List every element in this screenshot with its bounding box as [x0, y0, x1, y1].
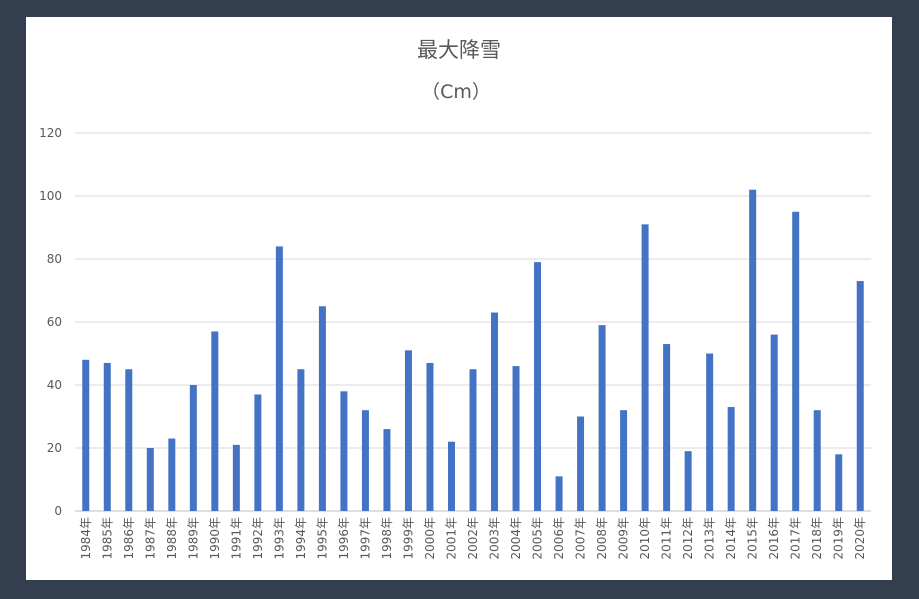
x-tick-label: 2005年 [531, 517, 545, 560]
x-tick-label: 2004年 [509, 517, 523, 560]
bar-2002年 [469, 369, 477, 511]
x-tick-label: 2017年 [789, 517, 803, 560]
bar-2007年 [577, 416, 585, 511]
bar-1997年 [361, 410, 369, 511]
bar-2006年 [555, 476, 563, 511]
bar-2000年 [426, 362, 434, 511]
bar-1986年 [125, 369, 133, 511]
x-tick-label: 2010年 [638, 517, 652, 560]
x-tick-label: 2011年 [660, 517, 674, 560]
bar-2017年 [792, 211, 800, 511]
bar-1987年 [146, 448, 154, 511]
bar-1996年 [340, 391, 348, 511]
bar-2016年 [770, 334, 778, 511]
y-tick-label: 0 [54, 504, 62, 518]
bar-2015年 [749, 189, 757, 511]
bar-2010年 [641, 224, 649, 511]
x-tick-label: 2012年 [681, 517, 695, 560]
x-tick-label: 2008年 [595, 517, 609, 560]
bar-2011年 [663, 344, 671, 511]
x-tick-label: 1984年 [79, 517, 93, 560]
y-tick-label: 120 [39, 126, 62, 140]
x-tick-label: 1996年 [337, 517, 351, 560]
x-tick-label: 2018年 [810, 517, 824, 560]
bar-2020年 [856, 281, 864, 511]
x-tick-label: 2015年 [746, 517, 760, 560]
x-tick-label: 2002年 [466, 517, 480, 560]
y-tick-label: 20 [47, 441, 62, 455]
bar-2004年 [512, 366, 520, 511]
bar-2018年 [813, 410, 821, 511]
bar-1990年 [211, 331, 219, 511]
bar-2019年 [835, 454, 843, 511]
x-tick-label: 1993年 [272, 517, 286, 560]
bar-2012年 [684, 451, 692, 511]
x-tick-label: 2000年 [423, 517, 437, 560]
bar-2003年 [491, 312, 499, 511]
bars [82, 189, 864, 511]
x-tick-label: 2013年 [703, 517, 717, 560]
x-tick-label: 1994年 [294, 517, 308, 560]
bar-2013年 [706, 353, 714, 511]
x-tick-label: 2009年 [617, 517, 631, 560]
y-tick-label: 40 [47, 378, 62, 392]
bar-1995年 [318, 306, 326, 511]
x-tick-label: 1990年 [208, 517, 222, 560]
x-tick-label: 1995年 [315, 517, 329, 560]
x-tick-label: 2007年 [574, 517, 588, 560]
bar-1992年 [254, 394, 262, 511]
x-tick-label: 1997年 [358, 517, 372, 560]
chart-title: 最大降雪 [417, 38, 501, 62]
chart-subtitle: （Cm） [421, 81, 491, 103]
bar-2008年 [598, 325, 606, 511]
x-tick-label: 1986年 [122, 517, 136, 560]
bar-2009年 [620, 410, 628, 511]
x-tick-label: 2006年 [552, 517, 566, 560]
bar-1984年 [82, 359, 90, 511]
bar-1989年 [189, 385, 197, 511]
x-tick-label: 1992年 [251, 517, 265, 560]
y-tick-label: 100 [39, 189, 62, 203]
bar-1991年 [232, 444, 240, 511]
y-tick-label: 80 [47, 252, 62, 266]
bar-1993年 [275, 246, 283, 511]
bar-2014年 [727, 407, 735, 511]
bar-2001年 [447, 441, 455, 511]
x-tick-label: 1998年 [380, 517, 394, 560]
bar-2005年 [534, 262, 542, 511]
x-tick-label: 2016年 [767, 517, 781, 560]
x-tick-label: 2020年 [853, 517, 867, 560]
x-axis: 1984年 1985年 1986年 1987年 1988年 1989年 1990年 1991年… [79, 517, 867, 560]
x-tick-label: 1985年 [100, 517, 114, 560]
bar-1985年 [103, 362, 111, 511]
x-tick-label: 2001年 [444, 517, 458, 560]
x-tick-label: 1988年 [165, 517, 179, 560]
bar-1999年 [404, 350, 412, 511]
x-tick-label: 2014年 [724, 517, 738, 560]
y-axis: 0 20 40 60 80 100 120 [39, 126, 62, 518]
bar-1988年 [168, 438, 176, 511]
x-tick-label: 2019年 [832, 517, 846, 560]
bar-1998年 [383, 429, 391, 511]
x-tick-label: 1999年 [401, 517, 415, 560]
bar-chart: 最大降雪 （Cm） 0 20 40 60 80 100 120 1984年 1985年 1986… [39, 38, 871, 560]
x-tick-label: 1991年 [229, 517, 243, 560]
x-tick-label: 1989年 [186, 517, 200, 560]
x-tick-label: 2003年 [488, 517, 502, 560]
y-tick-label: 60 [47, 315, 62, 329]
chart-card: 最大降雪 （Cm） 0 20 40 60 80 100 120 1984年 1985年 1986… [26, 17, 892, 580]
bar-1994年 [297, 369, 305, 511]
x-tick-label: 1987年 [143, 517, 157, 560]
